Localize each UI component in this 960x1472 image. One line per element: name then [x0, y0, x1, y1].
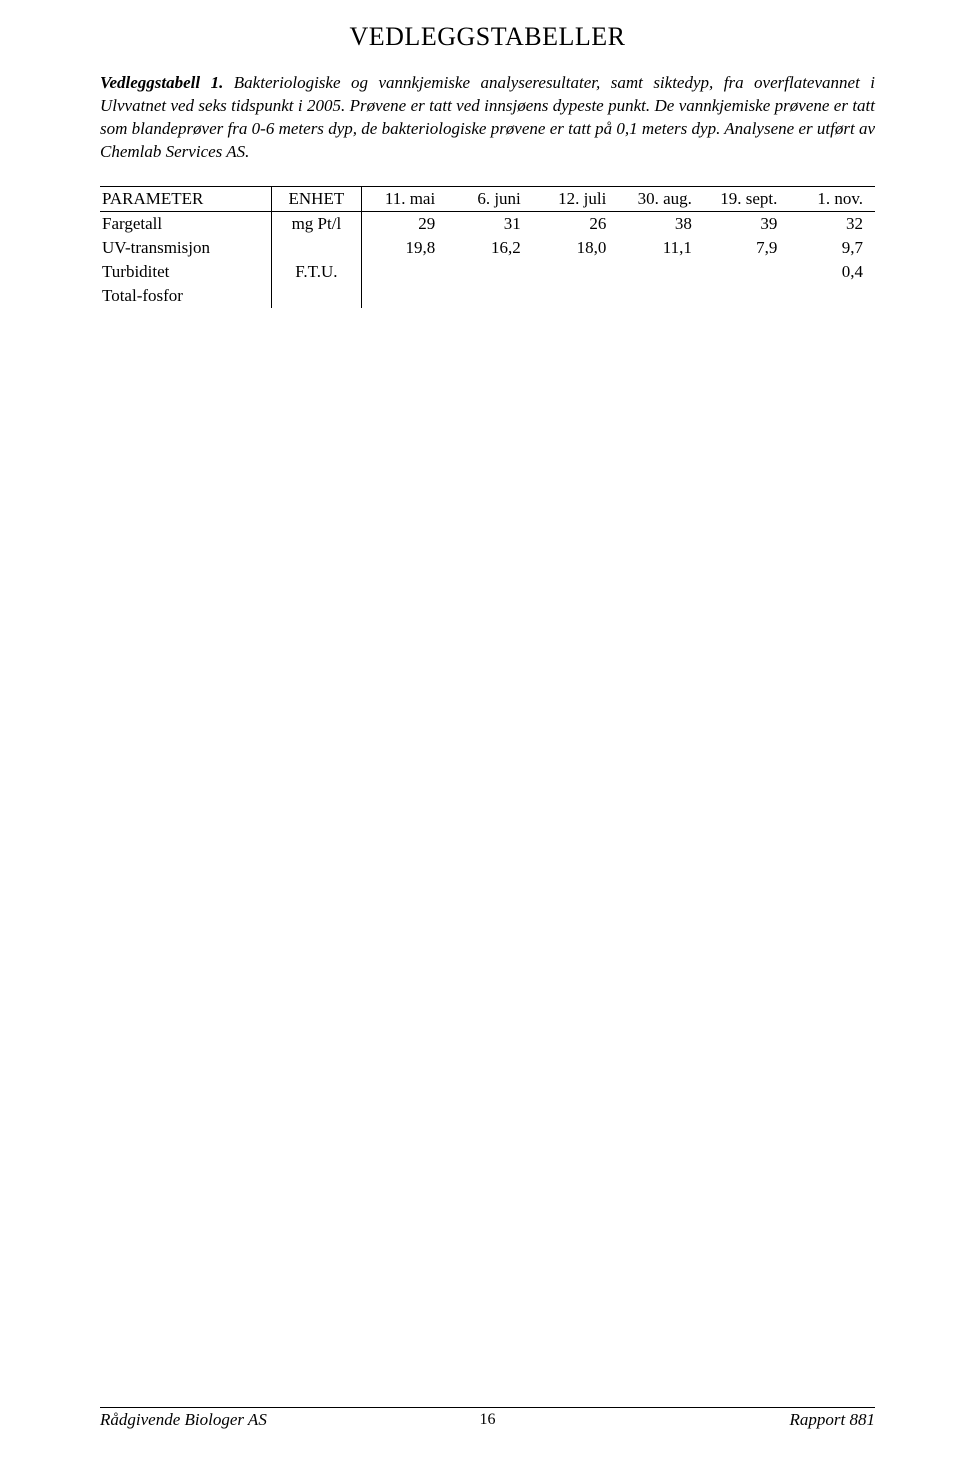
- cell-val: 32: [789, 211, 875, 236]
- header-parameter: PARAMETER: [100, 186, 271, 211]
- table-caption: Vedleggstabell 1. Bakteriologiske og van…: [100, 72, 875, 164]
- cell-val: [447, 284, 533, 308]
- cell-val: [704, 284, 790, 308]
- header-date-5: 1. nov.: [789, 186, 875, 211]
- header-date-1: 6. juni: [447, 186, 533, 211]
- cell-val: 9,7: [789, 236, 875, 260]
- cell-val: [533, 260, 619, 284]
- cell-val: [447, 260, 533, 284]
- cell-unit: [271, 236, 362, 260]
- cell-val: [789, 284, 875, 308]
- document-title: VEDLEGGSTABELLER: [100, 22, 875, 52]
- cell-param: Turbiditet: [100, 260, 271, 284]
- cell-val: [362, 260, 448, 284]
- page-footer: Rådgivende Biologer AS Rapport 881 16: [100, 1407, 875, 1430]
- table-row: UV-transmisjon 19,8 16,2 18,0 11,1 7,9 9…: [100, 236, 875, 260]
- cell-val: 18,0: [533, 236, 619, 260]
- footer-page-number: 16: [100, 1411, 875, 1429]
- cell-val: [618, 284, 704, 308]
- table-row: Turbiditet F.T.U. 0,4: [100, 260, 875, 284]
- cell-unit: [271, 284, 362, 308]
- cell-val: 29: [362, 211, 448, 236]
- cell-unit: F.T.U.: [271, 260, 362, 284]
- cell-val: [704, 260, 790, 284]
- cell-val: 26: [533, 211, 619, 236]
- footer-rule: [100, 1407, 875, 1408]
- caption-lead: Vedleggstabell 1.: [100, 73, 223, 92]
- cell-val: [362, 284, 448, 308]
- cell-param: UV-transmisjon: [100, 236, 271, 260]
- cell-val: 0,4: [789, 260, 875, 284]
- cell-param: Fargetall: [100, 211, 271, 236]
- cell-val: 16,2: [447, 236, 533, 260]
- header-unit: ENHET: [271, 186, 362, 211]
- cell-val: 19,8: [362, 236, 448, 260]
- cell-param: Total-fosfor: [100, 284, 271, 308]
- table-row: Total-fosfor: [100, 284, 875, 308]
- cell-val: 38: [618, 211, 704, 236]
- cell-val: [533, 284, 619, 308]
- table-body: Fargetall mg Pt/l 29 31 26 38 39 32 UV-t…: [100, 211, 875, 308]
- cell-val: 11,1: [618, 236, 704, 260]
- table-header-row: PARAMETER ENHET 11. mai 6. juni 12. juli…: [100, 186, 875, 211]
- header-date-0: 11. mai: [362, 186, 448, 211]
- cell-val: 39: [704, 211, 790, 236]
- table-row: Fargetall mg Pt/l 29 31 26 38 39 32: [100, 211, 875, 236]
- cell-val: [618, 260, 704, 284]
- header-date-4: 19. sept.: [704, 186, 790, 211]
- cell-unit: mg Pt/l: [271, 211, 362, 236]
- page-content: VEDLEGGSTABELLER Vedleggstabell 1. Bakte…: [0, 0, 960, 308]
- cell-val: 31: [447, 211, 533, 236]
- header-date-3: 30. aug.: [618, 186, 704, 211]
- header-date-2: 12. juli: [533, 186, 619, 211]
- results-table: PARAMETER ENHET 11. mai 6. juni 12. juli…: [100, 186, 875, 308]
- cell-val: 7,9: [704, 236, 790, 260]
